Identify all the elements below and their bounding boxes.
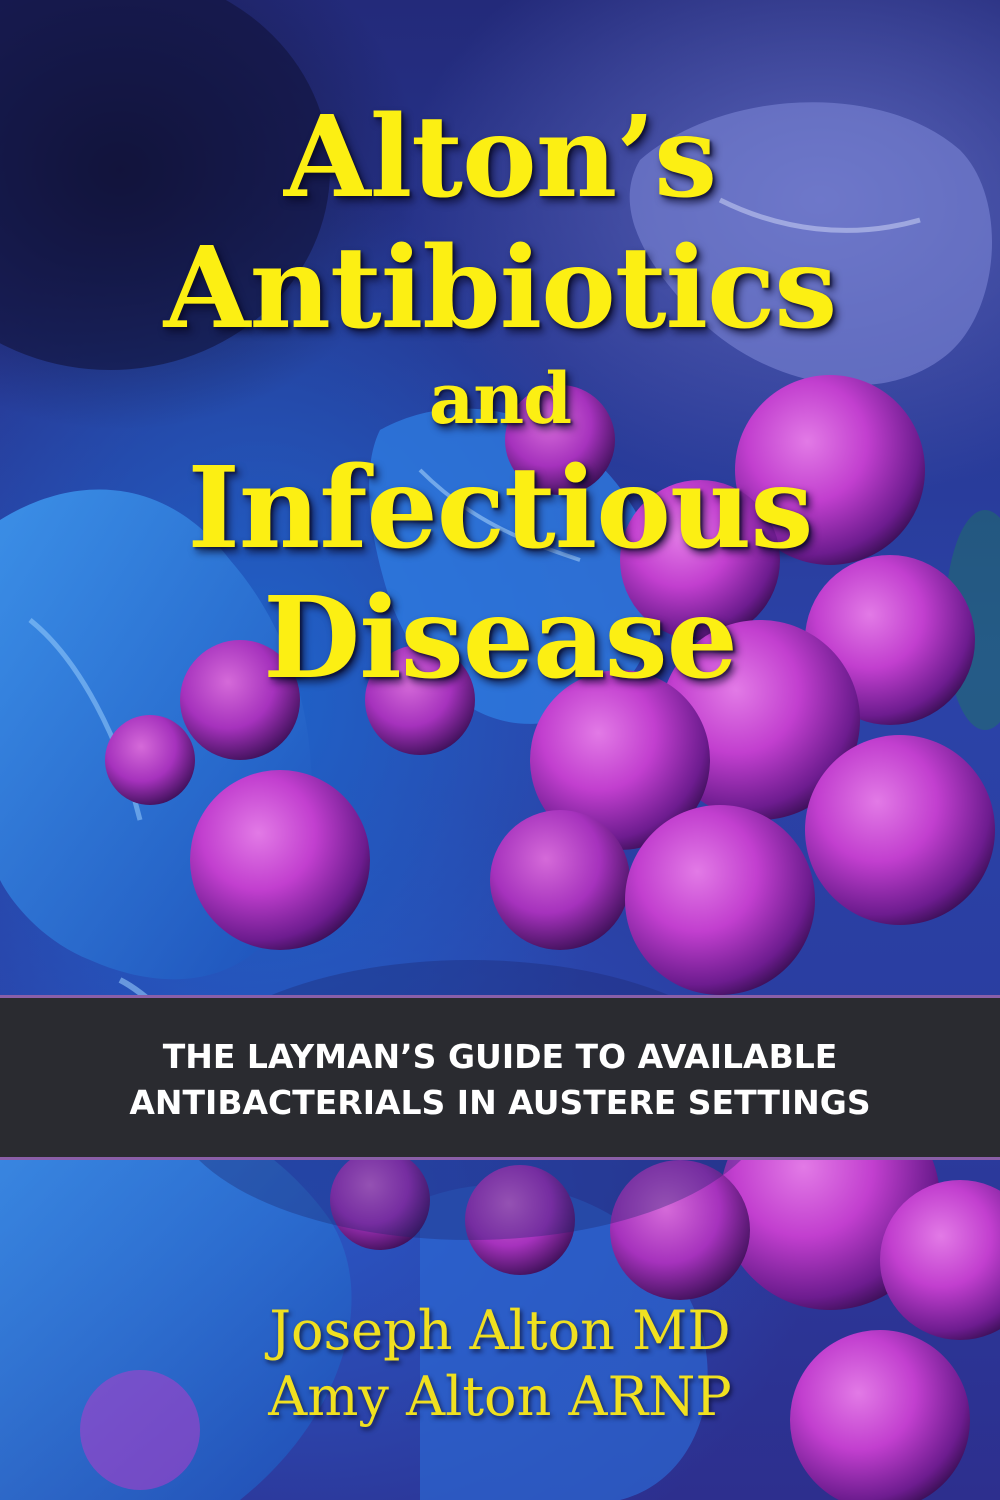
authors: Joseph Alton MD Amy Alton ARNP — [0, 1298, 1000, 1430]
title-line-2: Antibiotics — [163, 223, 838, 354]
author-2: Amy Alton ARNP — [268, 1365, 732, 1428]
book-title: Alton’s Antibiotics and Infectious Disea… — [0, 92, 1000, 704]
title-line-5: Disease — [263, 573, 738, 704]
author-1: Joseph Alton MD — [269, 1299, 731, 1362]
title-line-4: Infectious — [187, 443, 814, 574]
subtitle: THE LAYMAN’S GUIDE TO AVAILABLE ANTIBACT… — [0, 1034, 1000, 1126]
title-line-1: Alton’s — [283, 92, 717, 223]
title-line-3: and — [428, 357, 572, 440]
subtitle-line-1: THE LAYMAN’S GUIDE TO AVAILABLE — [162, 1037, 838, 1076]
subtitle-band: THE LAYMAN’S GUIDE TO AVAILABLE ANTIBACT… — [0, 995, 1000, 1160]
subtitle-line-2: ANTIBACTERIALS IN AUSTERE SETTINGS — [129, 1083, 871, 1122]
